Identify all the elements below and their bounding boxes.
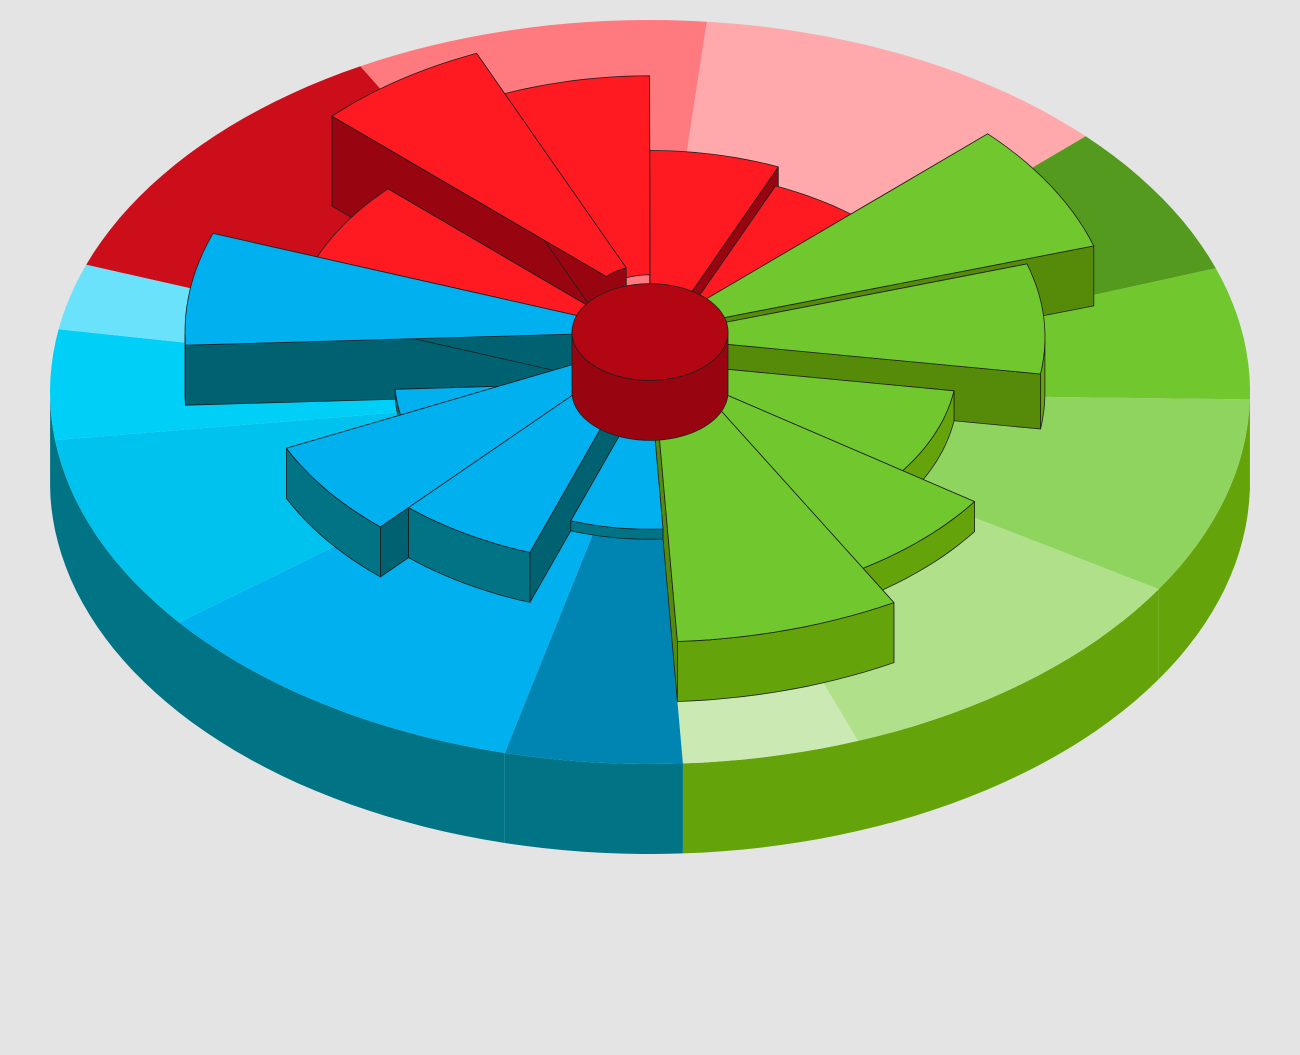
ring-side-11: [50, 396, 55, 531]
top-layer: [184, 52, 1095, 702]
hub-top: [571, 283, 729, 381]
ring-side-9: [179, 622, 505, 843]
ring-side-7: [682, 740, 858, 854]
ring-side-5: [1158, 399, 1250, 680]
sector-2-top: [498, 75, 651, 279]
sector-1-top: [331, 52, 627, 277]
ring-side-8: [504, 753, 683, 854]
sector-14-side: [184, 334, 186, 406]
ring-side-6: [858, 589, 1159, 831]
ring-side-10: [55, 440, 179, 713]
